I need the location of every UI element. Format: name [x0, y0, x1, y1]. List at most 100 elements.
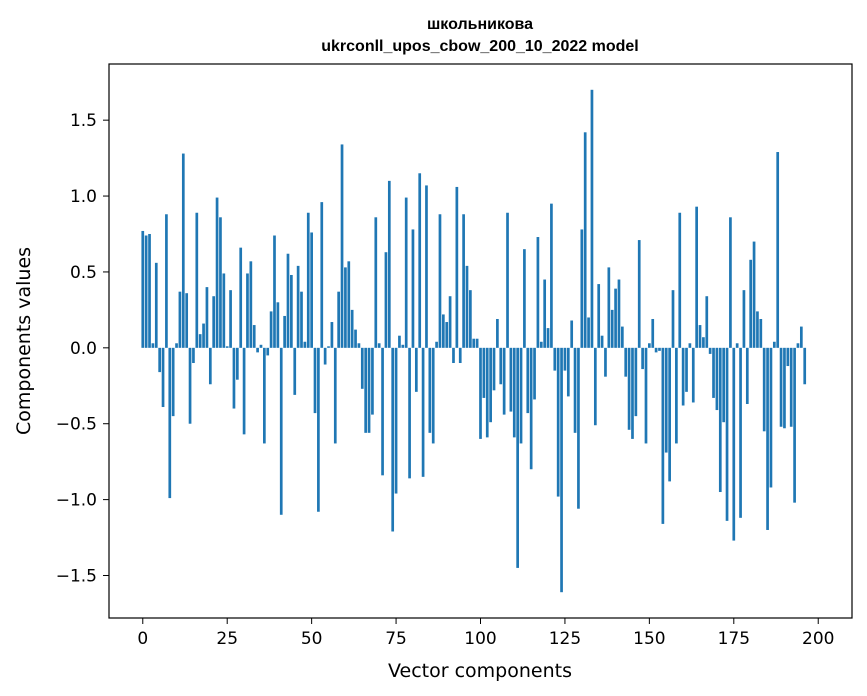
bar-41	[279, 347, 283, 515]
bar-84	[425, 185, 428, 348]
y-tick-label: −1.5	[56, 567, 97, 587]
bar-123	[556, 347, 560, 497]
bar-92	[452, 347, 455, 364]
bar-70	[377, 343, 381, 348]
bar-1	[144, 235, 148, 348]
bar-169	[712, 347, 715, 398]
bar-163	[691, 347, 695, 403]
bar-29	[239, 247, 243, 348]
bar-121	[550, 203, 553, 348]
bar-85	[428, 347, 432, 433]
x-axis-ticks: 0 25 50 75 100 125 150 175 200	[137, 618, 834, 649]
bar-125	[563, 347, 567, 371]
bar-161	[685, 347, 688, 392]
bar-188	[776, 152, 780, 348]
bar-128	[573, 347, 577, 433]
bar-75	[394, 347, 398, 494]
bar-14	[188, 347, 192, 424]
y-axis-label: Components values	[13, 247, 35, 435]
bar-149	[644, 347, 648, 444]
bar-60	[344, 267, 347, 348]
bar-173	[725, 347, 729, 521]
bar-56	[330, 322, 334, 348]
bar-3	[151, 343, 155, 348]
bar-131	[583, 132, 587, 348]
bar-120	[546, 328, 550, 348]
bar-105	[496, 318, 499, 348]
bar-114	[526, 347, 530, 414]
bar-18	[202, 323, 205, 348]
bar-192	[789, 347, 793, 427]
bar-140	[614, 288, 617, 348]
bar-17	[198, 334, 202, 348]
bar-129	[577, 347, 580, 509]
bar-184	[762, 347, 766, 432]
bar-27	[232, 347, 236, 409]
bar-116	[533, 347, 536, 400]
bar-146	[634, 347, 638, 417]
bar-179	[745, 347, 749, 404]
bar-54	[323, 347, 327, 365]
chart-title-line-2: ukrconll_upos_cbow_200_10_2022 model	[321, 38, 638, 55]
bar-50	[310, 232, 313, 348]
bar-64	[357, 343, 361, 348]
bar-58	[337, 291, 340, 348]
bar-156	[668, 347, 671, 482]
bar-80	[411, 229, 415, 348]
bar-33	[252, 325, 256, 348]
bar-164	[695, 206, 698, 348]
y-tick-label: −1.0	[56, 491, 97, 511]
bar-43	[286, 253, 290, 348]
bar-8	[168, 347, 172, 499]
bar-142	[620, 326, 624, 348]
bar-76	[398, 335, 401, 348]
bar-6	[161, 347, 165, 408]
bar-132	[587, 317, 590, 348]
bar-69	[374, 217, 378, 348]
bar-134	[593, 347, 597, 426]
bar-113	[523, 249, 526, 348]
bar-138	[607, 267, 611, 348]
bar-157	[671, 290, 675, 348]
x-tick-label: 200	[802, 629, 834, 649]
bar-150	[648, 343, 651, 348]
x-tick-label: 25	[216, 629, 238, 649]
x-tick-label: 100	[464, 629, 496, 649]
bar-52	[317, 347, 320, 512]
bar-88	[438, 214, 442, 348]
bar-158	[675, 347, 678, 444]
bar-11	[178, 291, 182, 348]
x-axis-label: Vector components	[388, 660, 572, 682]
bar-13	[185, 293, 189, 348]
bar-182	[756, 311, 759, 348]
y-tick-label: 1.0	[70, 187, 97, 207]
bar-55	[327, 346, 330, 348]
bar-117	[536, 237, 540, 348]
bar-59	[340, 144, 344, 348]
bar-133	[590, 89, 594, 348]
x-tick-label: 0	[137, 629, 148, 649]
y-tick-label: 1.5	[70, 111, 97, 131]
bar-183	[759, 318, 763, 348]
bar-63	[354, 329, 357, 348]
bar-28	[235, 347, 239, 380]
bar-122	[553, 347, 557, 371]
bar-151	[651, 318, 655, 348]
bar-160	[681, 347, 685, 406]
bar-42	[283, 315, 286, 348]
plot-frame	[108, 63, 853, 619]
bar-103	[489, 347, 492, 423]
bar-189	[779, 347, 783, 427]
bar-66	[364, 347, 368, 433]
bar-115	[529, 347, 533, 470]
bar-10	[175, 343, 178, 348]
bar-193	[793, 347, 796, 503]
bar-34	[256, 347, 259, 353]
bar-137	[604, 347, 607, 377]
bar-176	[735, 343, 739, 348]
y-tick-label: 0.0	[70, 339, 97, 359]
bar-181	[752, 241, 756, 348]
bar-24	[222, 273, 226, 348]
y-tick-label: −0.5	[56, 415, 97, 435]
